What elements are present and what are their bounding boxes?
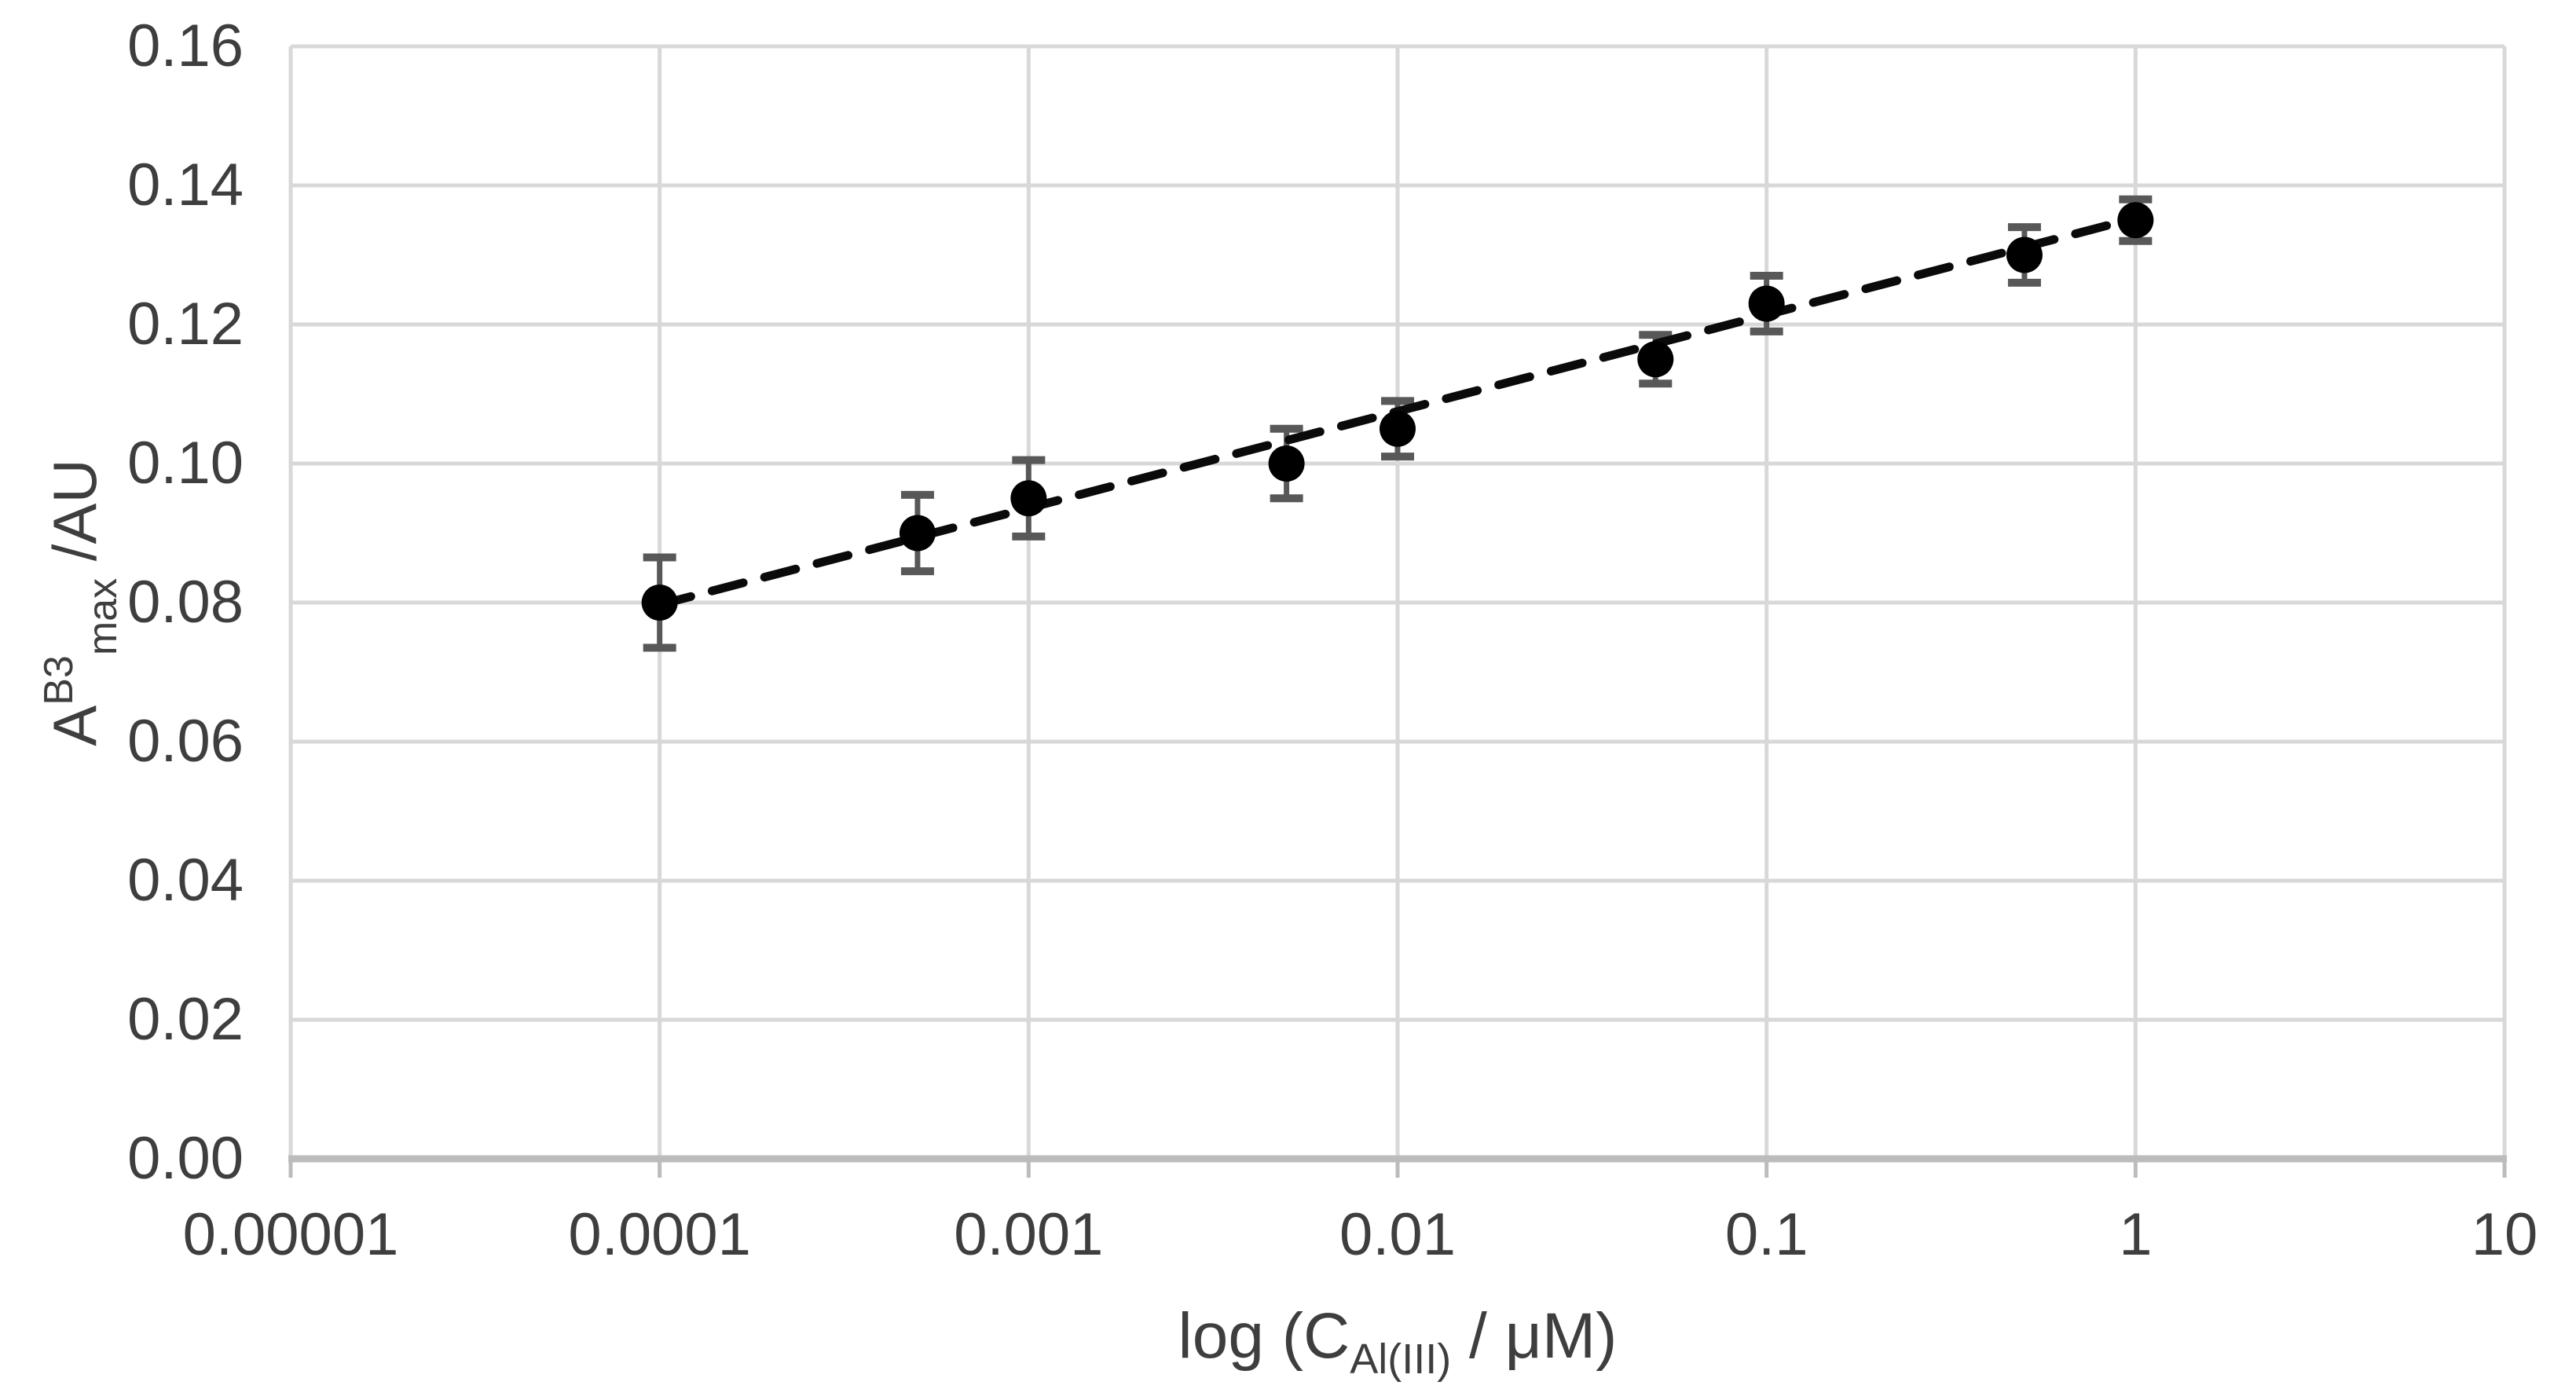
x-axis-title-units: / μM) [1451,1300,1618,1372]
data-point [1637,341,1674,378]
y-tick-label: 0.12 [127,291,244,357]
data-point [2117,202,2154,239]
x-axis-title: log (CAl(III) / μM) [1178,1304,1618,1381]
y-tick-label: 0.08 [127,569,244,636]
y-tick-label: 0.10 [127,430,244,497]
data-point [899,515,936,552]
x-tick-label: 1 [2119,1201,2153,1268]
x-tick-label: 0.0001 [568,1201,751,1268]
data-point [1748,285,1785,322]
y-axis-title-units: /AU [40,459,109,578]
y-axis-title-subscript: max [80,577,126,656]
data-point [1010,480,1047,517]
x-tick-label: 0.00001 [182,1201,399,1268]
y-tick-label: 0.04 [127,847,244,914]
y-axis-title-base: A [40,705,109,746]
gridlines [288,44,2507,1159]
x-axis [288,1155,2507,1178]
x-axis-title-subscript: Al(III) [1350,1336,1452,1383]
data-point [1380,410,1416,447]
data-point [641,585,678,621]
y-tick-label: 0.02 [127,986,244,1053]
y-tick-label: 0.00 [127,1125,244,1192]
x-tick-label: 10 [2471,1201,2538,1268]
y-tick-label: 0.06 [127,708,244,775]
y-tick-label: 0.14 [127,152,244,218]
y-axis-title: AB3max /AU [36,459,126,746]
y-tick-label: 0.16 [127,13,244,79]
x-tick-label: 0.001 [954,1201,1104,1268]
data-point [1268,445,1305,482]
x-tick-label: 0.01 [1339,1201,1456,1268]
x-tick-label: 0.1 [1724,1201,1808,1268]
y-axis-title-superscript: B3 [36,655,82,705]
data-point [2006,236,2043,273]
x-axis-title-pre: log (C [1178,1300,1350,1372]
data-points [641,202,2154,621]
